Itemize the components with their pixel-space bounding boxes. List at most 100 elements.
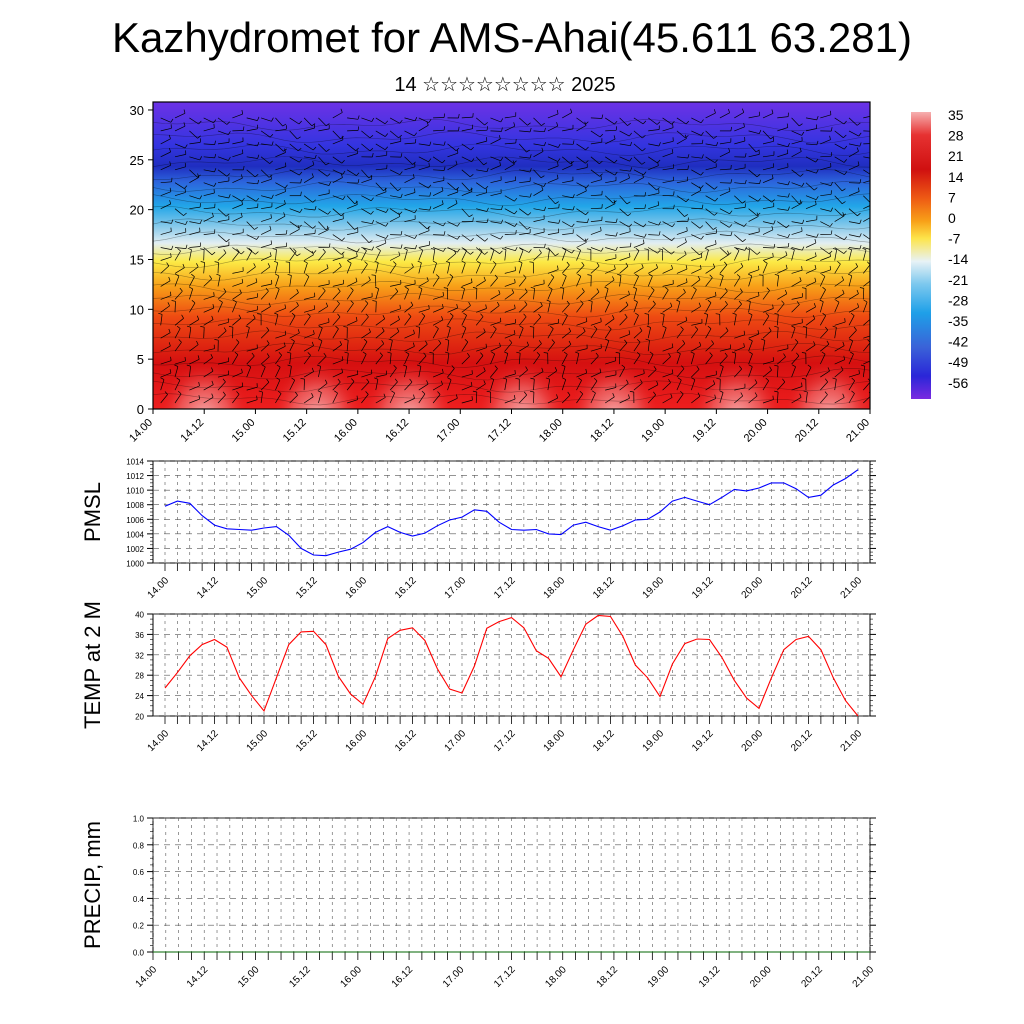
wind-barb-flag [340,213,345,217]
wind-barb [504,379,508,391]
wind-barb-flag [727,252,732,256]
wind-barb [432,295,444,300]
wind-barb-flag [457,235,460,240]
wind-barb [777,234,788,239]
wind-barb-flag [724,261,728,266]
wind-barb [533,189,544,197]
wind-barb [332,372,343,378]
wind-barb-flag [843,355,846,360]
wind-barb [762,140,774,145]
wind-barb [533,252,542,261]
x-tick-label: 19.12 [690,575,716,601]
wind-barb-flag [500,219,504,224]
wind-barb [418,355,427,365]
wind-barb [518,394,527,404]
wind-barb-flag [384,239,387,244]
wind-barb [203,127,215,132]
wind-barb-flag [493,325,497,330]
wind-barb-flag [462,325,467,329]
wind-barb-flag [428,184,432,189]
wind-barb-flag [771,199,775,203]
wind-barb [762,130,771,140]
wind-barb [289,395,298,404]
wind-barb [705,398,716,404]
wind-barb-flag [477,260,481,264]
wind-barb-flag [341,135,344,140]
wind-barb-flag [350,300,354,304]
wind-barb-flag [546,299,551,302]
wind-barb [619,208,629,217]
wind-barb [217,169,228,177]
x-tick-label: 15.00 [236,964,262,990]
wind-barb [777,116,789,119]
wind-barb [432,394,441,404]
wind-barb-flag [171,300,176,302]
x-tick-label: 20.00 [740,575,766,601]
wind-barb-flag [803,390,808,393]
wind-barb-flag [829,265,832,270]
wind-barb [174,360,186,365]
wind-barb-flag [457,248,460,253]
wind-barb [461,128,473,132]
wind-barb-flag [855,263,859,267]
wind-barb-flag [600,247,604,252]
wind-barb-flag [652,300,656,305]
wind-barb [504,322,516,326]
wind-barb [246,318,256,326]
wind-barb-flag [441,200,444,205]
wind-barb [432,247,444,252]
wind-barb [189,206,201,210]
y-tick-label: 32 [135,651,144,660]
wind-barb-flag [257,116,260,121]
wind-barb-flag [558,219,561,224]
wind-barb [303,254,314,261]
wind-barb [361,117,372,122]
wind-barb-flag [614,120,618,125]
wind-barb [791,280,802,287]
wind-barb-flag [341,237,345,241]
wind-barb [232,113,243,119]
wind-barb [662,306,673,313]
x-tick-label: 16.00 [344,728,370,754]
wind-barb [174,275,180,287]
wind-barb [518,327,524,339]
wind-barb [289,292,299,300]
wind-barb [217,208,227,217]
wind-barb-flag [530,377,535,380]
wind-barb [404,166,416,171]
wind-barb [404,346,415,352]
wind-barb-flag [409,378,413,383]
x-tick-label: 17.00 [434,417,462,445]
wind-barb [805,128,817,132]
wind-barb-flag [544,127,546,132]
wind-barb-flag [657,249,661,254]
wind-barb-flag [567,391,571,396]
x-tick-label: 16.12 [383,417,411,445]
wind-barb-flag [480,313,484,317]
wind-barb [461,356,470,365]
wind-barb [318,169,328,177]
wind-barb-flag [540,175,545,179]
wind-barb [318,251,326,261]
wind-barb [676,281,688,287]
wind-barb [834,208,843,217]
wind-barb-flag [759,179,761,184]
wind-barb-flag [742,238,746,242]
wind-barb [676,138,687,145]
wind-barb-flag [566,300,570,305]
wind-barb [676,130,686,139]
wind-barb [476,140,487,145]
wind-barb [605,180,617,184]
wind-barb [561,156,571,165]
wind-barb [318,182,330,186]
wind-barb-flag [198,381,200,386]
wind-barb-flag [724,287,728,292]
wind-barb-flag [275,273,280,277]
wind-barb-flag [418,286,423,290]
wind-barb [332,344,342,352]
wind-barb [504,233,516,235]
contour-line [153,330,870,344]
wind-barb [734,167,746,171]
wind-barb [490,156,501,162]
wind-barb [361,341,368,352]
